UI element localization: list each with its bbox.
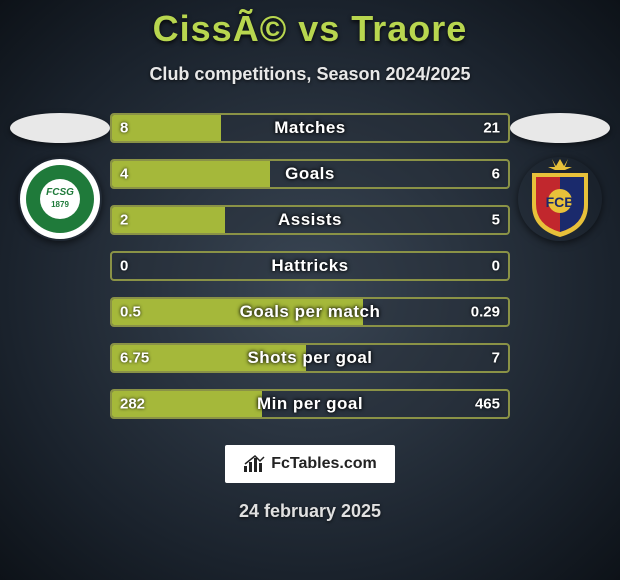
player-left-silhouette (10, 113, 110, 143)
stat-bar-track: 0.50.29Goals per match (110, 297, 510, 327)
stat-label: Assists (112, 210, 508, 230)
stat-label: Shots per goal (112, 348, 508, 368)
stat-bar-track: 821Matches (110, 113, 510, 143)
stat-label: Hattricks (112, 256, 508, 276)
svg-text:1879: 1879 (51, 200, 69, 209)
page-title: CissÃ© vs Traore (0, 0, 620, 50)
player-left-column: FCSG 1879 (10, 113, 110, 241)
stat-row: 00Hattricks (110, 251, 510, 281)
stat-bar-track: 00Hattricks (110, 251, 510, 281)
stat-label: Goals (112, 164, 508, 184)
stat-label: Goals per match (112, 302, 508, 322)
stat-row: 6.757Shots per goal (110, 343, 510, 373)
club-badge-right: FCB (518, 157, 602, 241)
attribution-badge: FcTables.com (225, 445, 395, 483)
stat-bar-track: 46Goals (110, 159, 510, 189)
attribution-text: FcTables.com (271, 455, 377, 473)
stat-bar-track: 282465Min per goal (110, 389, 510, 419)
comparison-panel: FCSG 1879 FCB 821Matches46Goals25Assist (0, 113, 620, 419)
date-text: 24 february 2025 (0, 501, 620, 522)
stat-row: 821Matches (110, 113, 510, 143)
stat-row: 282465Min per goal (110, 389, 510, 419)
stat-label: Min per goal (112, 394, 508, 414)
stat-bar-track: 6.757Shots per goal (110, 343, 510, 373)
stats-bars: 821Matches 46Goals 25Assists 00Hattricks 0.5… (110, 113, 510, 419)
player-right-silhouette (510, 113, 610, 143)
stat-row: 0.50.29Goals per match (110, 297, 510, 327)
svg-text:FCB: FCB (546, 194, 575, 210)
svg-text:FCSG: FCSG (46, 187, 74, 198)
chart-icon (243, 454, 267, 474)
stat-bar-track: 25Assists (110, 205, 510, 235)
stat-row: 46Goals (110, 159, 510, 189)
club-badge-left: FCSG 1879 (18, 157, 102, 241)
stat-row: 25Assists (110, 205, 510, 235)
subtitle: Club competitions, Season 2024/2025 (0, 64, 620, 85)
player-right-column: FCB (510, 113, 610, 241)
stat-label: Matches (112, 118, 508, 138)
